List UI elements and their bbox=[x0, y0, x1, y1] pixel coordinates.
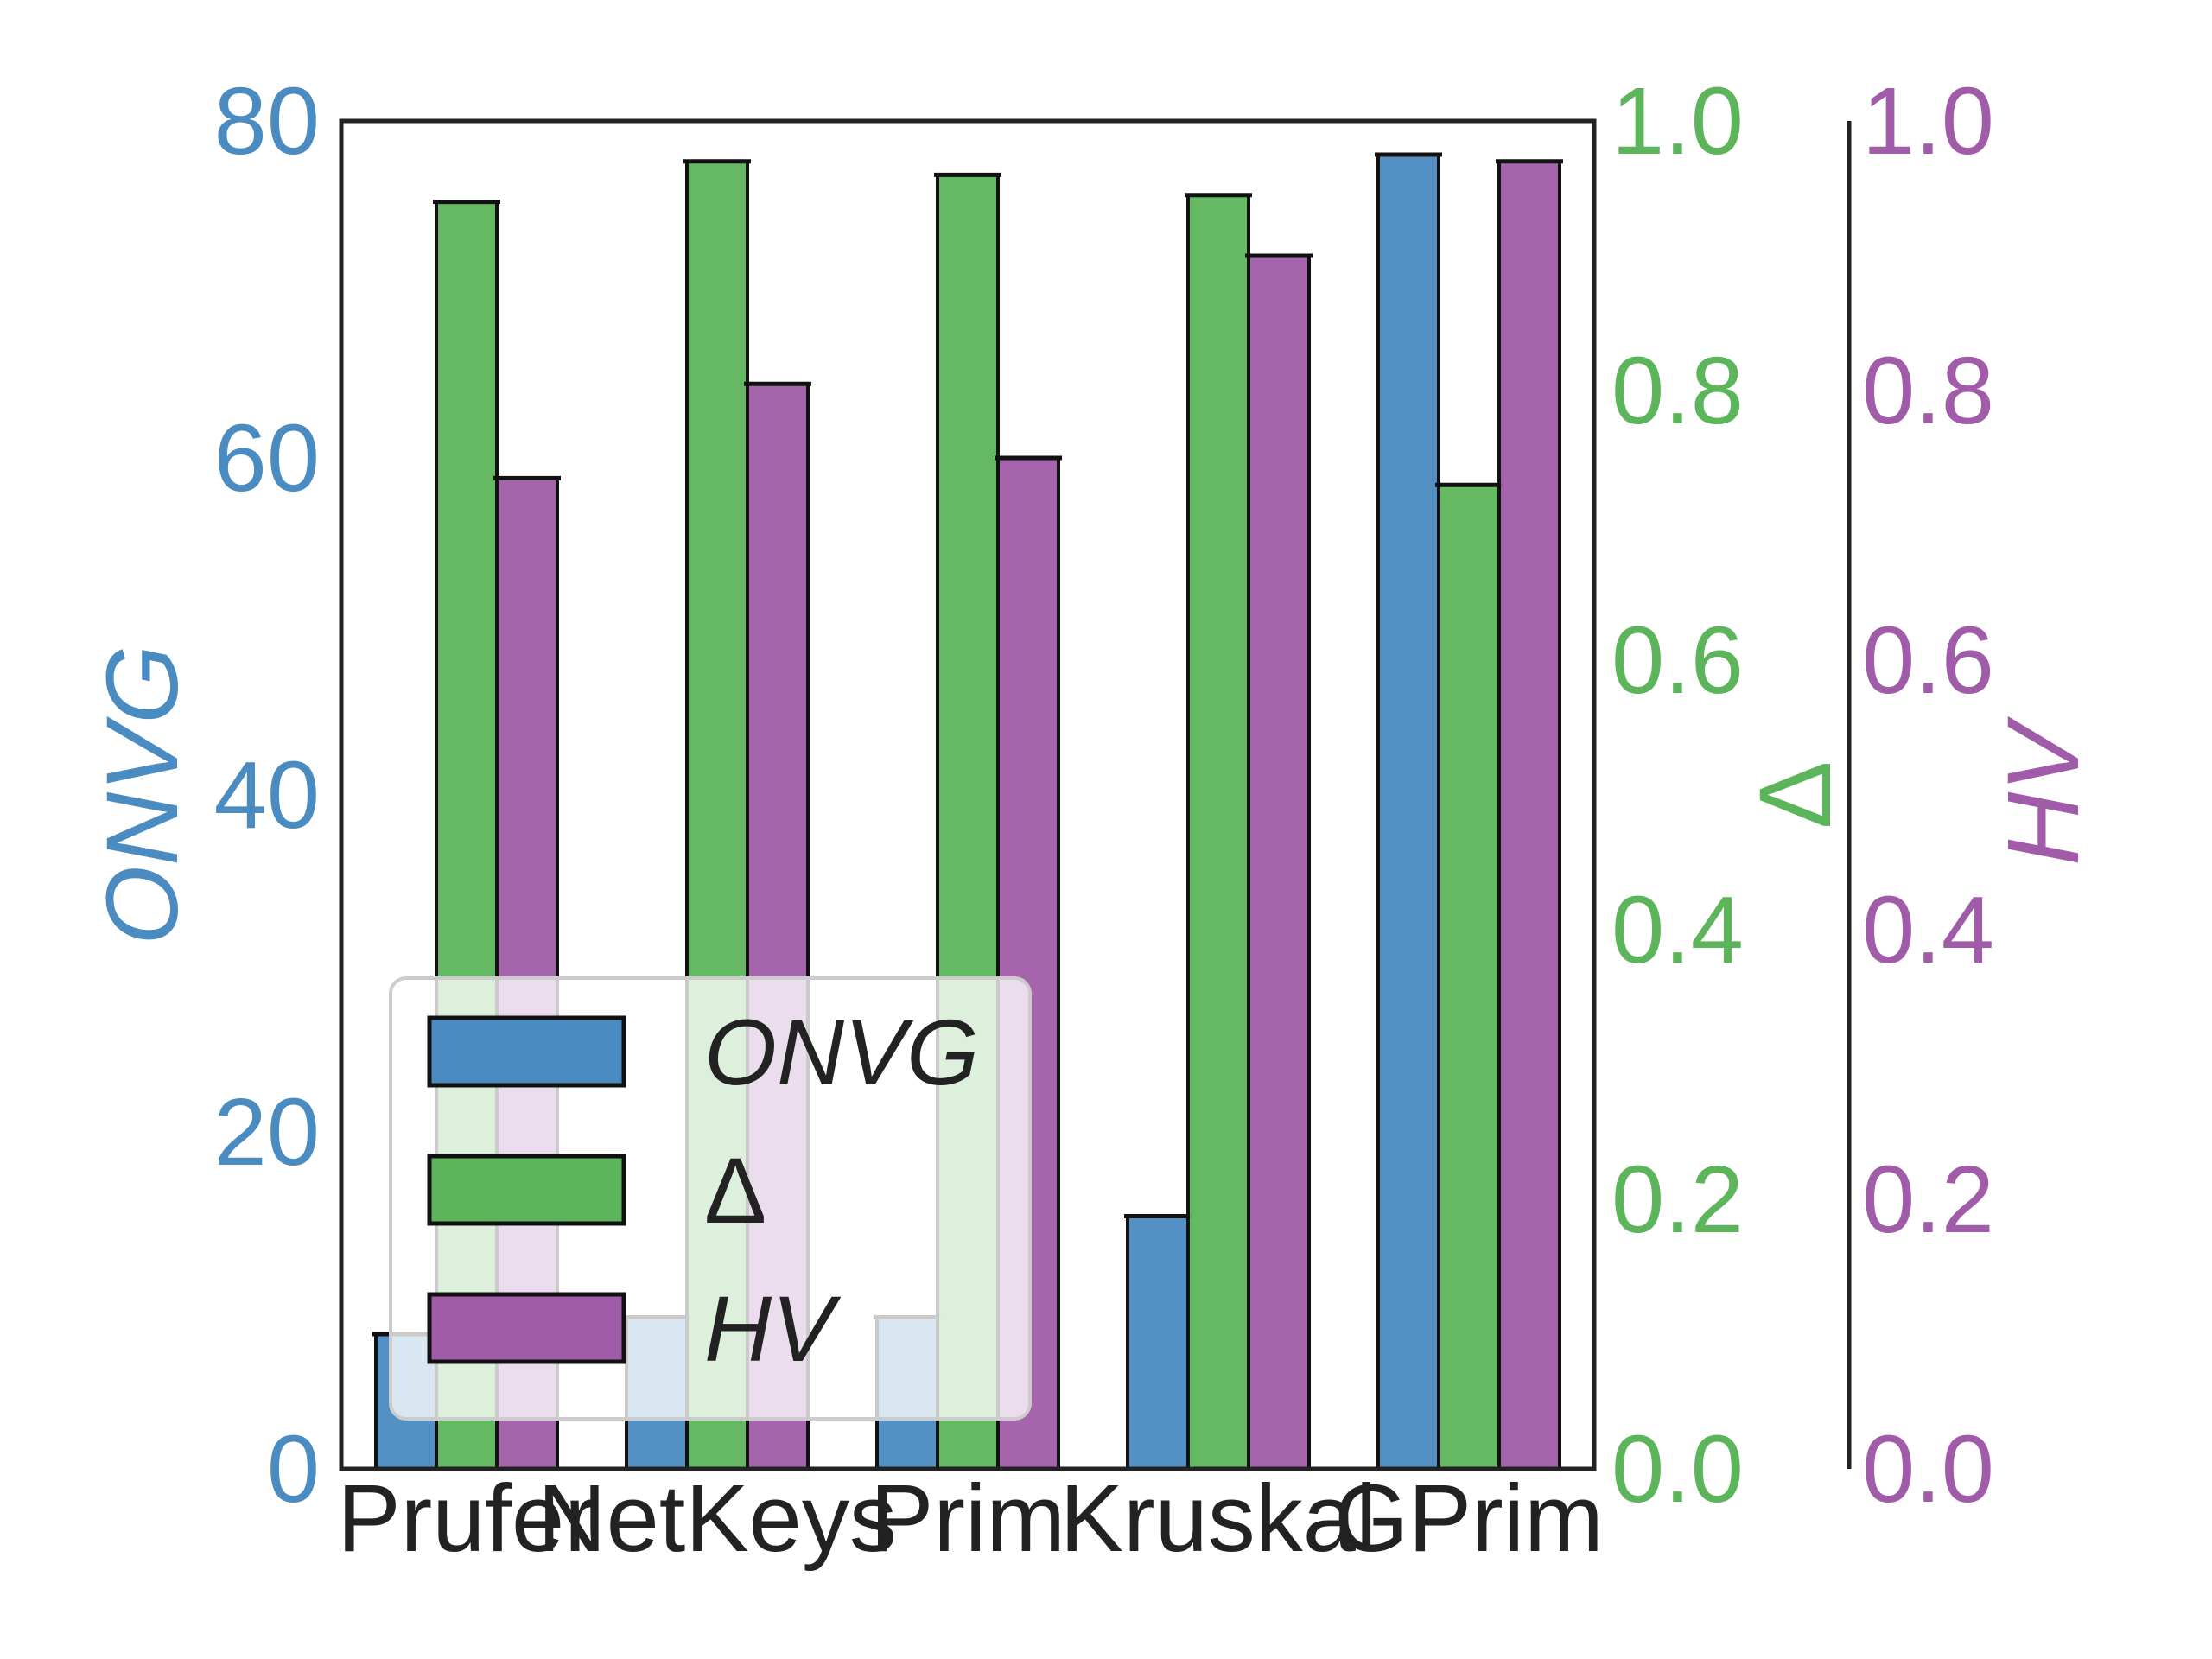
delta-axis-title: Δ bbox=[1738, 761, 1853, 830]
legend-swatch-delta bbox=[427, 1154, 626, 1226]
legend-swatch-onvg bbox=[427, 1015, 626, 1088]
legend-label-hv: HV bbox=[704, 1276, 842, 1381]
category-label-prufer: Prufer bbox=[337, 1465, 596, 1572]
right2-tick-label-0: 0.0 bbox=[1862, 1416, 1994, 1522]
left-tick-label-2: 40 bbox=[214, 742, 320, 849]
category-label-gprim: GPrim bbox=[1334, 1465, 1604, 1572]
legend: ONVG Δ HV bbox=[389, 976, 1032, 1421]
bar-right1-kruskal bbox=[1186, 193, 1250, 1471]
right1-tick-label-1: 0.2 bbox=[1611, 1147, 1744, 1253]
legend-label-delta: Δ bbox=[704, 1138, 766, 1243]
bar-right1-gprim bbox=[1437, 483, 1501, 1471]
bar-right2-kruskal bbox=[1247, 254, 1311, 1471]
bar-left-kruskal bbox=[1126, 1214, 1190, 1471]
bar-left-gprim bbox=[1376, 153, 1440, 1471]
left-tick-label-3: 60 bbox=[214, 405, 320, 512]
onvg-axis-title: ONVG bbox=[86, 645, 200, 945]
right1-tick-label-4: 0.8 bbox=[1611, 338, 1744, 444]
legend-swatch-hv bbox=[427, 1292, 626, 1364]
right1-tick-label-0: 0.0 bbox=[1611, 1416, 1744, 1522]
right1-tick-label-3: 0.6 bbox=[1611, 607, 1744, 714]
bars-layer bbox=[372, 152, 1563, 1471]
right2-tick-label-5: 1.0 bbox=[1862, 68, 1994, 175]
right2-tick-label-4: 0.8 bbox=[1862, 338, 1994, 444]
category-label-netkeys: NetKeys bbox=[537, 1465, 897, 1572]
right1-tick-label-5: 1.0 bbox=[1611, 68, 1744, 175]
legend-label-onvg: ONVG bbox=[704, 1000, 979, 1104]
category-label-kruskal: Kruskal bbox=[1060, 1465, 1377, 1572]
plot-frame bbox=[339, 118, 1597, 1471]
right2-tick-label-2: 0.4 bbox=[1862, 877, 1994, 983]
hv-axis-title: HV bbox=[1986, 716, 2101, 866]
right2-tick-label-3: 0.6 bbox=[1862, 607, 1994, 714]
left-tick-label-0: 0 bbox=[267, 1416, 320, 1522]
onvg-axis-ticks: 0 20 40 60 80 bbox=[214, 68, 320, 1522]
hv-axis-ticks: 0.0 0.2 0.4 0.6 0.8 1.0 bbox=[1862, 68, 1994, 1522]
delta-axis-ticks: 0.0 0.2 0.4 0.6 0.8 1.0 bbox=[1611, 68, 1744, 1522]
right1-tick-label-2: 0.4 bbox=[1611, 877, 1744, 983]
category-label-prim: Prim bbox=[870, 1465, 1065, 1572]
right2-tick-label-1: 0.2 bbox=[1862, 1147, 1994, 1253]
bar-right2-gprim bbox=[1497, 159, 1561, 1471]
left-tick-label-1: 20 bbox=[214, 1079, 320, 1185]
left-tick-label-4: 80 bbox=[214, 68, 320, 175]
